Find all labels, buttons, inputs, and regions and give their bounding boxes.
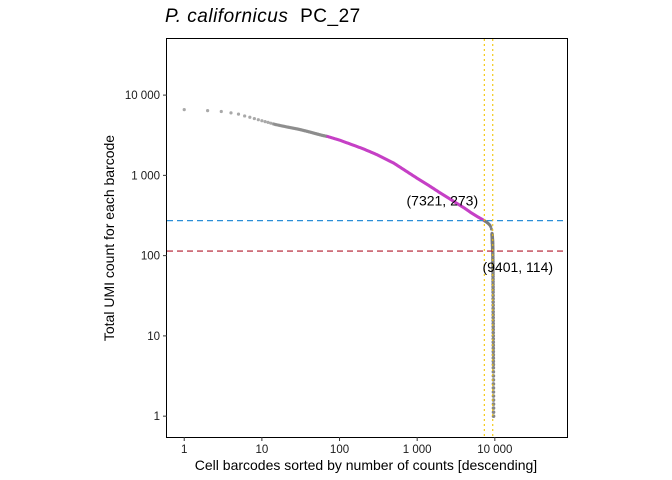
chart-title-sample: PC_27 xyxy=(300,6,361,27)
barcode-point xyxy=(491,346,496,351)
barcode-point xyxy=(489,227,493,231)
barcode-point xyxy=(491,343,496,348)
barcode-point xyxy=(491,274,495,279)
barcode-point xyxy=(491,370,496,374)
barcode-point xyxy=(256,118,260,122)
inflection-point-annotation: (9401, 114) xyxy=(482,259,553,275)
y-tick-label: 100 xyxy=(141,251,160,263)
y-axis-label: Total UMI count for each barcode xyxy=(101,135,117,341)
svg-text:P. californicus PC_27: P. californicus PC_27 xyxy=(165,6,361,27)
barcode-point xyxy=(491,410,496,414)
y-tick-label: 1 xyxy=(154,411,160,423)
chart-title: P. californicus PC_27 xyxy=(165,6,361,27)
barcode-point xyxy=(491,330,496,335)
x-tick-label: 10 xyxy=(255,444,268,456)
barcode-point xyxy=(182,107,186,112)
barcode-point xyxy=(263,119,267,124)
chart-title-species: P. californicus xyxy=(165,6,288,27)
barcode-point xyxy=(206,109,210,113)
barcode-point xyxy=(491,285,495,289)
barcode-point xyxy=(219,109,223,114)
x-tick-label: 1 000 xyxy=(403,444,432,456)
barcode-point xyxy=(491,386,496,390)
barcode-point xyxy=(491,315,495,320)
knee-point-annotation: (7321, 273) xyxy=(407,193,479,209)
barcode-point xyxy=(491,366,496,370)
barcode-point xyxy=(243,114,247,118)
barcode-point xyxy=(229,111,233,115)
barcode-point xyxy=(491,374,496,378)
plot-panel-border xyxy=(166,38,568,438)
barcode-point xyxy=(248,115,252,119)
barcode-point xyxy=(491,378,496,382)
barcode-point xyxy=(491,382,496,386)
barcode-point xyxy=(491,353,496,357)
x-tick-label: 10 000 xyxy=(477,444,512,456)
barcode-point xyxy=(491,362,496,367)
barcode-point xyxy=(491,340,496,344)
barcode-point xyxy=(491,279,495,284)
barcode-point xyxy=(236,112,241,116)
barcode-point xyxy=(252,116,256,121)
y-tick-label: 1 000 xyxy=(131,170,160,182)
barcode-point xyxy=(491,300,495,304)
barcode-point xyxy=(260,119,264,123)
y-tick-label: 10 xyxy=(147,331,160,343)
y-tick-label: 10 000 xyxy=(125,90,160,102)
barcode-point xyxy=(491,359,496,364)
x-tick-label: 1 xyxy=(181,444,187,456)
barcode-point xyxy=(491,349,496,354)
barcode-point xyxy=(491,390,496,394)
barcode-point xyxy=(266,120,270,125)
barcode-point xyxy=(491,356,496,360)
x-axis-label: Cell barcodes sorted by number of counts… xyxy=(195,457,537,473)
barcode-point xyxy=(491,290,495,295)
x-tick-label: 100 xyxy=(330,444,349,456)
barcode-point xyxy=(269,121,273,125)
